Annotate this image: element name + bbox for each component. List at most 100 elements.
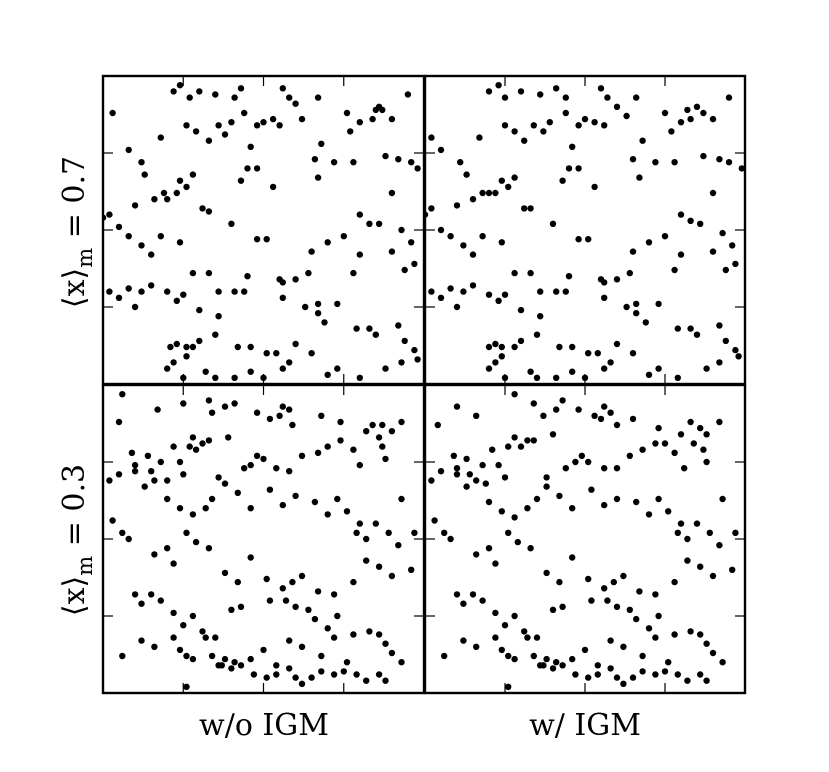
data-point xyxy=(369,421,376,429)
data-point xyxy=(215,288,222,295)
data-point xyxy=(498,343,505,351)
data-point xyxy=(292,276,299,283)
data-point xyxy=(524,634,531,641)
data-point xyxy=(228,119,235,126)
data-point xyxy=(473,551,480,558)
data-point xyxy=(237,662,245,669)
data-point xyxy=(585,350,592,357)
data-point xyxy=(655,424,662,432)
data-point xyxy=(215,662,222,669)
data-point xyxy=(511,612,518,620)
data-point xyxy=(527,205,534,212)
data-point xyxy=(479,461,486,469)
data-point xyxy=(324,239,331,246)
data-point xyxy=(273,671,280,678)
data-point xyxy=(591,412,598,419)
data-point xyxy=(562,288,569,295)
data-point xyxy=(273,350,280,357)
data-point xyxy=(652,634,659,641)
data-point xyxy=(164,495,171,503)
data-point xyxy=(597,415,605,423)
data-point xyxy=(263,236,270,243)
data-point xyxy=(292,492,299,500)
data-point xyxy=(269,183,277,191)
data-point xyxy=(241,465,248,472)
data-point xyxy=(732,346,739,354)
data-point xyxy=(180,400,187,407)
data-point xyxy=(286,637,293,644)
data-point xyxy=(479,597,486,604)
data-point xyxy=(160,189,168,197)
data-point xyxy=(138,600,145,607)
data-point xyxy=(279,403,286,410)
data-point xyxy=(492,189,499,197)
data-point xyxy=(434,421,441,429)
data-point xyxy=(537,313,544,320)
data-point xyxy=(237,603,245,610)
data-point xyxy=(164,288,171,295)
data-point xyxy=(671,266,678,274)
data-point xyxy=(709,572,717,580)
data-point xyxy=(565,273,573,280)
data-point xyxy=(626,452,633,459)
data-point xyxy=(205,545,213,552)
data-point xyxy=(363,677,370,684)
data-point xyxy=(273,662,280,669)
data-point xyxy=(601,585,608,592)
data-point xyxy=(311,615,319,623)
data-point xyxy=(620,572,627,580)
points-bottom-left xyxy=(106,391,418,690)
data-point xyxy=(578,452,585,459)
data-point xyxy=(151,551,158,558)
data-point xyxy=(408,159,415,166)
data-point xyxy=(645,239,653,246)
data-point xyxy=(645,371,653,378)
data-point xyxy=(192,538,200,546)
panel-bottom-right xyxy=(423,383,747,695)
data-point xyxy=(305,606,312,613)
data-point xyxy=(157,597,164,604)
data-point xyxy=(382,365,389,372)
data-point xyxy=(652,440,659,447)
data-point xyxy=(305,269,312,277)
data-point xyxy=(337,418,344,426)
data-point xyxy=(537,662,544,669)
data-point xyxy=(208,495,216,503)
data-point xyxy=(601,465,608,472)
data-point xyxy=(671,449,678,456)
data-point xyxy=(414,165,421,172)
data-point xyxy=(684,677,691,684)
data-point xyxy=(674,325,681,332)
data-point xyxy=(476,134,483,141)
data-point xyxy=(189,655,197,663)
data-point xyxy=(269,115,277,123)
data-point xyxy=(437,468,445,475)
data-point xyxy=(661,233,669,240)
data-point xyxy=(527,545,534,552)
data-point xyxy=(183,683,190,690)
data-point xyxy=(511,655,518,663)
data-point xyxy=(115,294,123,301)
data-point xyxy=(173,189,180,197)
data-point xyxy=(524,505,531,512)
data-point xyxy=(379,443,386,450)
data-point xyxy=(524,437,531,444)
data-point xyxy=(363,428,370,435)
data-point xyxy=(148,251,155,258)
data-point xyxy=(546,119,553,126)
data-point xyxy=(613,603,621,610)
data-point xyxy=(543,483,550,490)
data-point xyxy=(652,591,659,598)
data-point xyxy=(521,628,528,635)
data-point xyxy=(302,303,309,311)
data-point xyxy=(286,406,293,413)
data-point xyxy=(141,483,148,490)
data-point xyxy=(623,303,630,311)
data-point xyxy=(247,655,254,663)
data-point xyxy=(231,288,238,295)
panel-bottom-left xyxy=(101,383,426,695)
data-point xyxy=(247,505,254,512)
data-point xyxy=(350,446,357,453)
data-point xyxy=(501,291,509,298)
data-point xyxy=(398,359,405,366)
